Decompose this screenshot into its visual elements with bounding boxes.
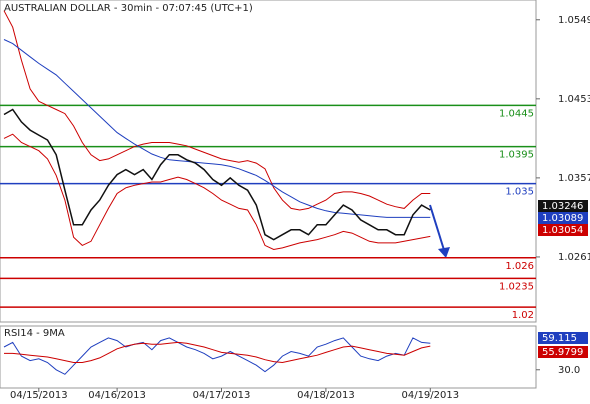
- level-label: 1.026: [505, 261, 534, 272]
- level-label: 1.0445: [499, 108, 534, 119]
- level-label: 1.0235: [499, 281, 534, 292]
- last-value-box: [538, 212, 588, 224]
- rsi-panel: [0, 325, 537, 389]
- level-label: 1.035: [505, 187, 534, 198]
- x-tick-label: 04/16/2013: [88, 390, 146, 400]
- last-value-label: 55.9799: [542, 347, 583, 358]
- last-value-box: [538, 346, 588, 358]
- x-tick-label: 04/17/2013: [193, 390, 251, 400]
- rsi-title: RSI14 - 9MA: [4, 328, 65, 339]
- y-tick-label: 1.0453: [558, 94, 590, 105]
- price-panel: [0, 0, 537, 323]
- last-value-label: 59.115: [542, 333, 577, 344]
- y-tick-label: 30.0: [558, 365, 580, 376]
- last-value-box: [538, 224, 588, 236]
- chart-title: AUSTRALIAN DOLLAR - 30min - 07:07:45 (UT…: [4, 3, 253, 14]
- series-line: [3, 39, 431, 218]
- forecast-arrow: [429, 204, 450, 258]
- level-label: 1.02: [512, 310, 534, 321]
- series-line: [3, 133, 431, 251]
- series-line: [3, 108, 431, 241]
- y-tick-label: 1.0549: [558, 15, 590, 26]
- last-value-label: 1.03246: [542, 201, 583, 212]
- series-line: [4, 341, 431, 364]
- y-tick-label: 1.0261: [558, 252, 590, 263]
- last-value-label: 1.03089: [542, 213, 583, 224]
- series-line: [3, 337, 431, 375]
- x-tick-label: 04/15/2013: [10, 390, 68, 400]
- last-value-box: [538, 332, 588, 344]
- last-value-label: 1.03054: [542, 225, 583, 236]
- level-label: 1.0395: [499, 150, 534, 161]
- series-line: [3, 10, 431, 211]
- y-tick-label: 1.0357: [558, 173, 590, 184]
- x-tick-label: 04/18/2013: [297, 390, 355, 400]
- last-value-box: [538, 200, 588, 212]
- x-tick-label: 04/19/2013: [401, 390, 459, 400]
